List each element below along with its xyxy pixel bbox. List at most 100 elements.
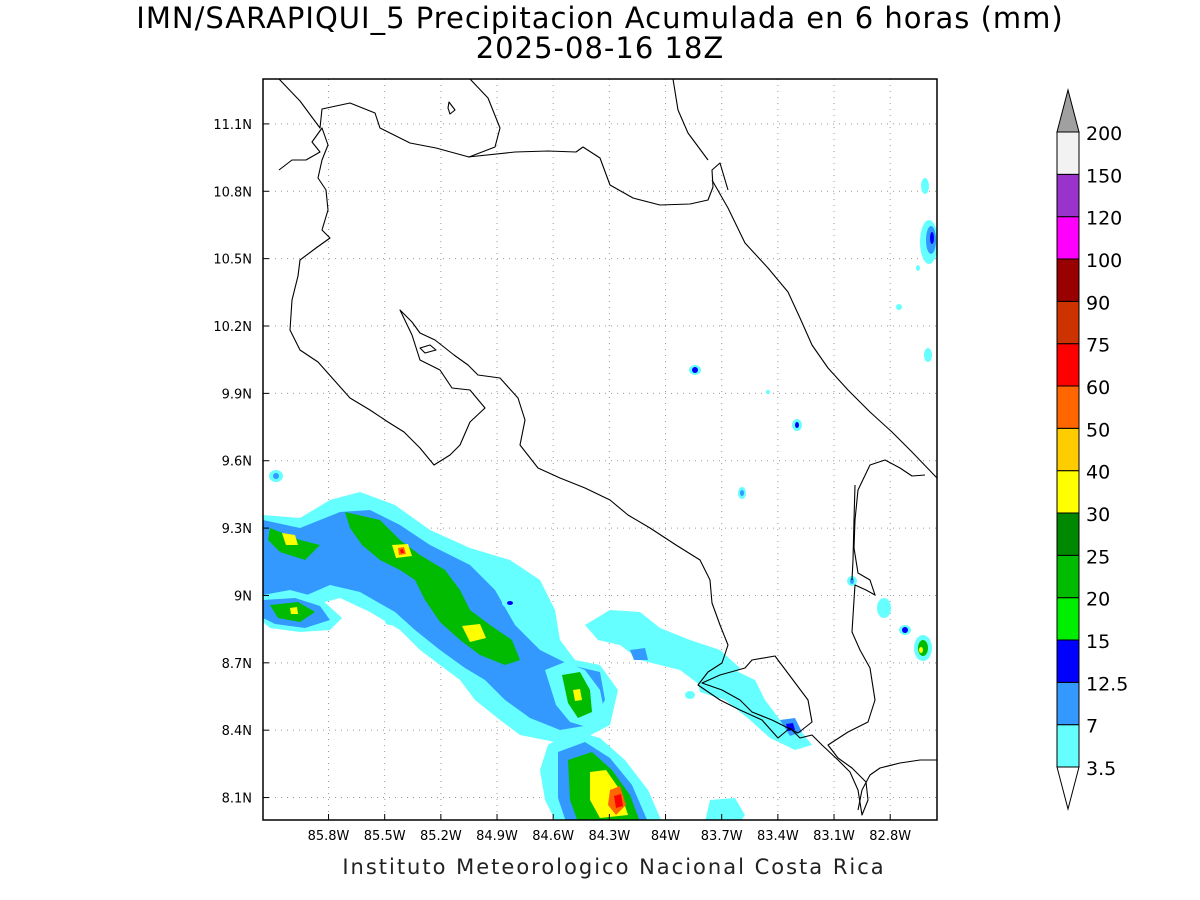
rain-cell-east-6c [919, 647, 923, 653]
colorbar-segment [1056, 681, 1080, 726]
rain-cell-east-6b [918, 640, 928, 656]
colorbar-label: 120 [1086, 208, 1122, 230]
colorbar-segment [1056, 724, 1080, 768]
colorbar-segment [1056, 173, 1080, 218]
osa-peninsula [701, 655, 813, 734]
colorbar-segment [1056, 216, 1080, 260]
rain-cell-small-5 [916, 265, 920, 271]
lon-tick-label: 85.8W [308, 829, 350, 844]
lon-tick-label: 85.5W [364, 829, 406, 844]
rain-scatter-1-medium [630, 648, 648, 660]
colorbar-label: 20 [1086, 589, 1110, 611]
rain-cell-small-1b [507, 601, 513, 605]
colorbar-label: 75 [1086, 335, 1110, 357]
lake-island [447, 101, 456, 115]
rain-cell-small-3 [685, 691, 695, 699]
rain-band-main-max [400, 549, 404, 553]
rain-scatter-3 [705, 798, 745, 820]
colorbar-label: 100 [1086, 250, 1122, 272]
lon-tick-label: 83.4W [757, 829, 799, 844]
rain-band-osa-max [614, 794, 623, 808]
rain-cell-inland-1b [692, 367, 698, 373]
map-title: IMN/SARAPIQUI_5 Precipitacion Acumulada … [136, 1, 1064, 35]
colorbar-segment [1056, 385, 1080, 429]
lat-tick-label: 8.4N [222, 724, 252, 739]
lat-tick-label: 9.6N [222, 455, 252, 470]
colorbar-segment [1056, 343, 1080, 387]
lon-tick-label: 83.7W [701, 829, 743, 844]
nicaragua-lake-shore [278, 79, 501, 158]
lon-tick-label: 84W [651, 829, 681, 844]
border-panama [851, 484, 856, 581]
rain-cell-inland-2b [795, 422, 799, 428]
colorbar-segment [1056, 258, 1080, 302]
colorbar-segment [1056, 639, 1080, 683]
colorbar-label: 60 [1086, 377, 1110, 399]
rain-cell-east-8 [877, 598, 891, 618]
coastlines-and-borders [278, 79, 937, 816]
lat-tick-label: 10.5N [213, 253, 252, 268]
panama-coast-south [857, 759, 937, 811]
rain-cell-small-2 [385, 619, 395, 625]
lat-tick-label: 9.9N [222, 387, 252, 402]
colorbar-under-triangle [1056, 766, 1080, 811]
lon-tick-label: 84.9W [476, 829, 518, 844]
colorbar-segment [1056, 427, 1080, 472]
colorbar-label: 25 [1086, 546, 1110, 568]
credit-text: Instituto Meteorologico Nacional Costa R… [342, 855, 886, 879]
map-datetime: 2025-08-16 18Z [475, 31, 725, 65]
caribbean-coast [711, 179, 937, 479]
rain-cell-small-6 [896, 304, 902, 310]
lon-tick-label: 82.8W [869, 829, 911, 844]
colorbar-label: 150 [1086, 165, 1122, 187]
rain-cell-east-7b [902, 627, 908, 633]
precipitation-field [263, 178, 937, 820]
colorbar-segment [1056, 131, 1080, 175]
colorbar-label: 15 [1086, 631, 1110, 653]
rain-band-main-core-a [282, 533, 298, 545]
colorbar-over-triangle [1056, 88, 1080, 133]
nicoya-island [419, 344, 437, 354]
colorbar: 3.5 7 12.5 15 20 25 30 40 50 60 75 90 100 120 150 200 [1056, 88, 1128, 811]
rain-band-main-medium [263, 510, 605, 730]
caribbean-coast-north [672, 79, 709, 161]
colorbar-segment [1056, 300, 1080, 345]
rain-cell-small-4 [766, 390, 770, 394]
rain-cell-west-edge [263, 560, 273, 573]
pacific-coast-guanacaste [278, 127, 926, 816]
colorbar-label: 3.5 [1086, 758, 1116, 780]
lon-tick-label: 85.2W [420, 829, 462, 844]
lon-tick-label: 83.1W [813, 829, 855, 844]
rain-cell-inland-3b [740, 490, 744, 496]
lat-tick-label: 9.3N [222, 522, 252, 537]
border-nicaragua [467, 146, 729, 206]
rain-cell-core [573, 689, 582, 701]
lon-tick-label: 84.6W [532, 829, 574, 844]
colorbar-segment [1056, 554, 1080, 599]
lat-tick-label: 11.1N [213, 118, 252, 133]
colorbar-segment [1056, 512, 1080, 556]
map-frame [262, 78, 938, 821]
axis-ticks: 85.8W 85.5W 85.2W 84.9W 84.6W 84.3W 84W 83.7W 83… [213, 118, 911, 844]
rain-cell-caribbean-3 [924, 348, 932, 362]
rain-cell-caribbean-1c [930, 232, 934, 244]
colorbar-segment [1056, 470, 1080, 514]
rain-band-main-core-c [462, 624, 486, 642]
rain-cell-inland-4b [850, 578, 854, 584]
colorbar-label: 90 [1086, 292, 1110, 314]
rain-band-west-core [290, 607, 298, 614]
lat-tick-label: 8.1N [222, 792, 252, 807]
colorbar-segment [1056, 597, 1080, 641]
colorbar-label: 12.5 [1086, 673, 1128, 695]
colorbar-label: 50 [1086, 419, 1110, 441]
lon-tick-label: 84.3W [588, 829, 630, 844]
colorbar-label: 30 [1086, 504, 1110, 526]
lat-tick-label: 10.2N [213, 320, 252, 335]
lat-tick-label: 9N [234, 589, 252, 604]
colorbar-label: 40 [1086, 462, 1110, 484]
colorbar-label: 7 [1086, 716, 1098, 738]
rain-cell-caribbean-2 [921, 178, 929, 194]
lat-tick-label: 8.7N [222, 657, 252, 672]
colorbar-label: 200 [1086, 123, 1122, 145]
